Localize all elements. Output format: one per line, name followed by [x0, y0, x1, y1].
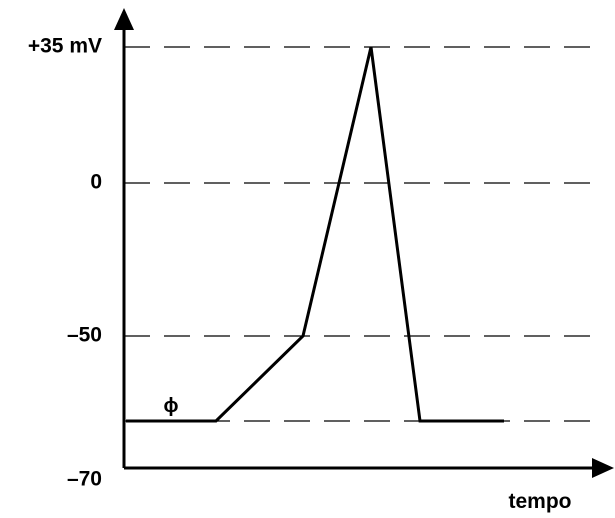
x-axis-arrow-icon	[592, 458, 614, 478]
y-tick-label: –70	[67, 468, 102, 491]
threshold-annotation: ϕ	[164, 395, 179, 417]
series-line	[126, 46, 504, 423]
y-tick-label: –50	[67, 324, 102, 347]
y-tick-label: +35 mV	[28, 35, 102, 58]
y-tick-label: 0	[90, 171, 102, 194]
series-lines	[126, 46, 504, 423]
tick-labels: +35 mV 0 –50 –70	[28, 35, 102, 491]
annotations: ϕ	[164, 395, 179, 417]
axes	[114, 8, 614, 478]
reference-lines	[124, 46, 603, 422]
x-axis-label: tempo	[509, 490, 572, 513]
y-axis-arrow-icon	[114, 8, 134, 30]
